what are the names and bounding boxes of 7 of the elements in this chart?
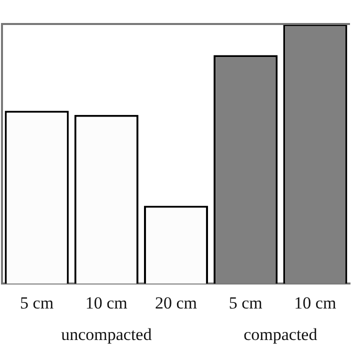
x-tick-label: 5 cm xyxy=(228,293,262,312)
text: uncompacted xyxy=(61,325,152,344)
x-tick-label: 10 cm xyxy=(294,293,336,312)
x-tick-label: 5 cm xyxy=(20,293,54,312)
text: compacted xyxy=(244,325,318,344)
x-tick-label: 20 cm xyxy=(154,293,198,312)
x-tick-label: 10 cm xyxy=(85,293,128,312)
